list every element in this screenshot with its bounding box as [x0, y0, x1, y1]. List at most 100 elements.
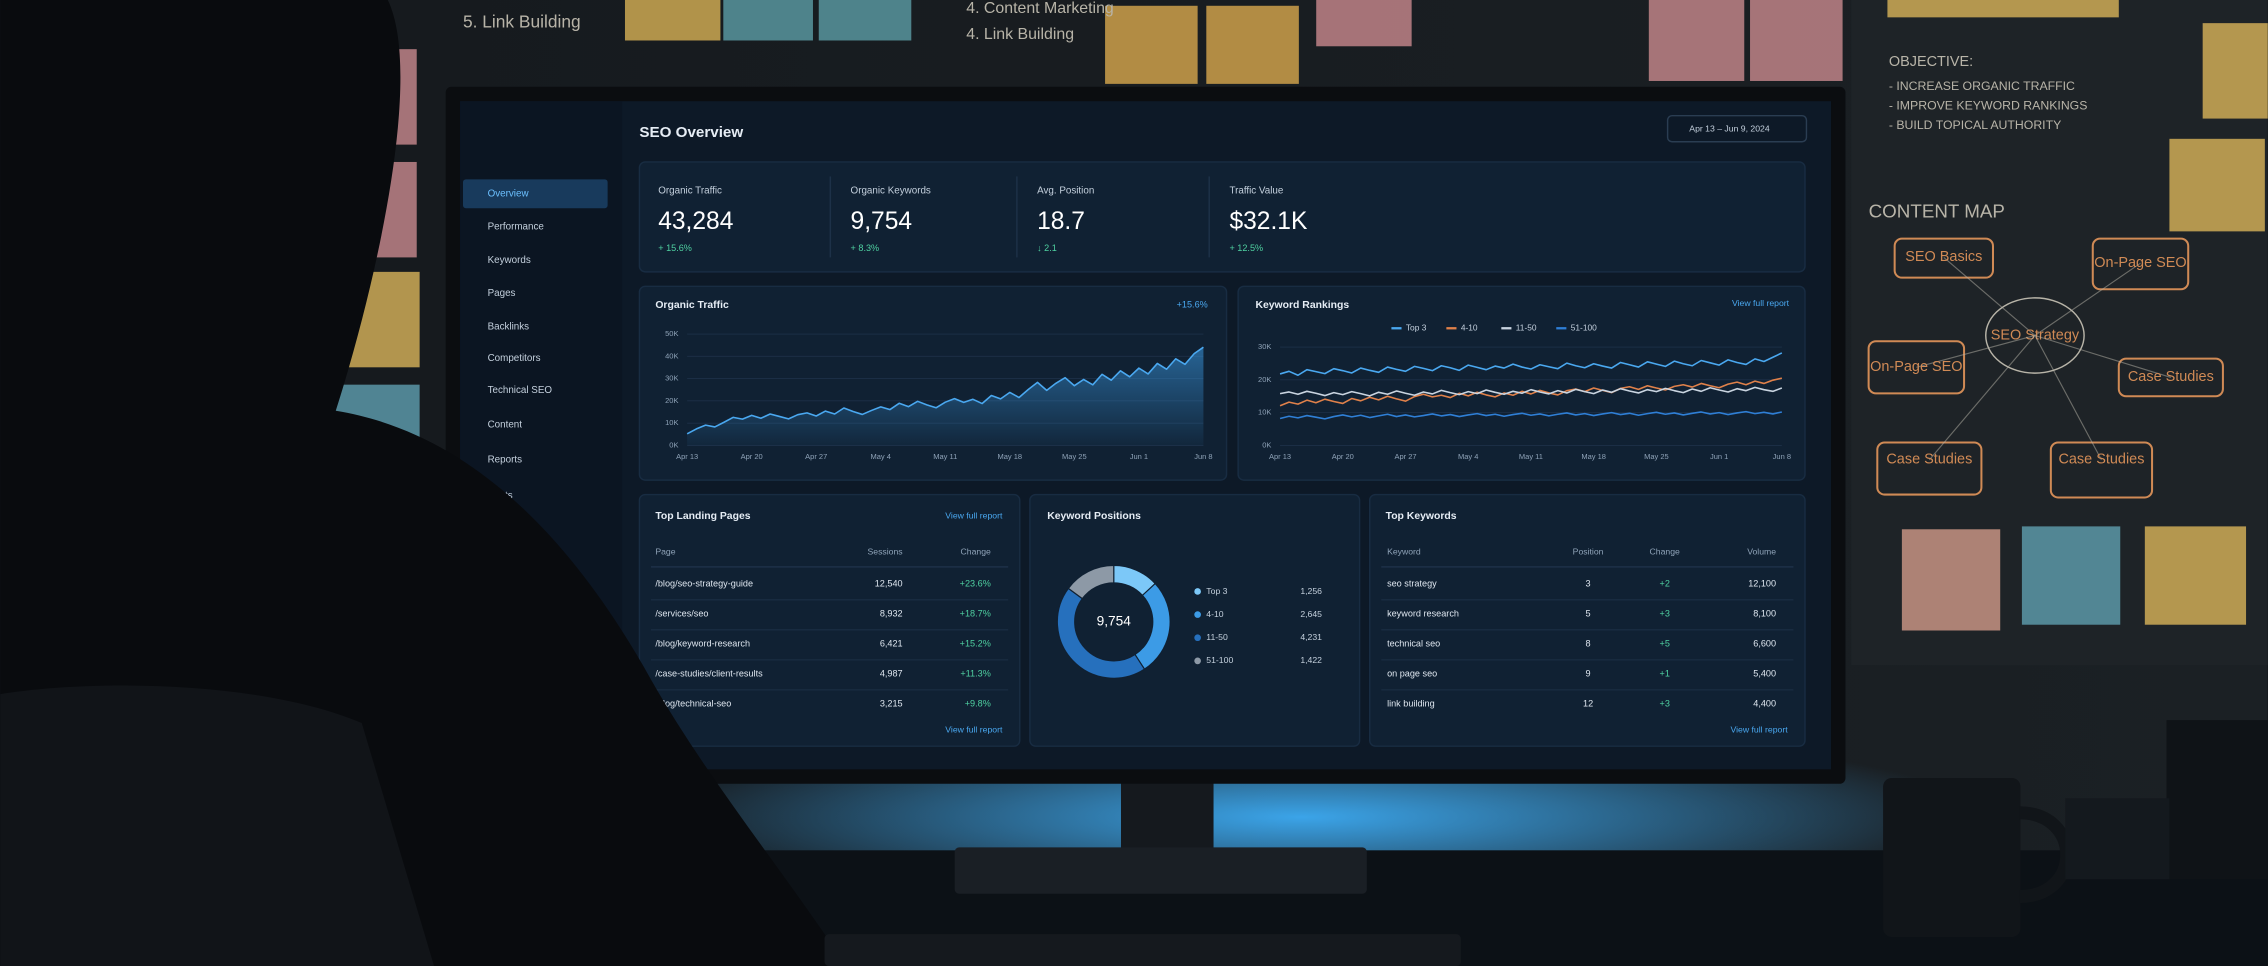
table-cell: +5	[1660, 639, 1670, 649]
table-header: Keyword	[1387, 547, 1421, 557]
map-node-box	[1893, 237, 1995, 279]
map-node-box	[2091, 237, 2190, 291]
y-tick-label: 0K	[669, 440, 678, 449]
mug	[1883, 778, 2021, 938]
map-node: Case Studies	[2128, 369, 2214, 385]
table-cell: 12,540	[875, 579, 903, 589]
sticky-note	[1206, 5, 1299, 84]
objective-item: - INCREASE ORGANIC TRAFFIC	[1889, 79, 2075, 93]
area	[687, 347, 1204, 446]
monitor-stand	[1120, 778, 1214, 857]
sticky-note	[723, 0, 813, 41]
legend-label: 4-10	[1461, 322, 1478, 332]
x-tick-label: May 11	[1519, 452, 1543, 461]
panel	[638, 493, 1021, 747]
table-title: Top Keywords	[1386, 511, 1457, 522]
y-tick-label: 20K	[665, 396, 678, 405]
objective-title: OBJECTIVE:	[1889, 54, 1973, 70]
chart-title: Organic Traffic	[655, 300, 729, 311]
x-tick-label: May 18	[998, 452, 1023, 461]
table-cell: 6,421	[880, 639, 903, 649]
value-label: 4,231	[1300, 632, 1322, 642]
wall-plan: 4. Content Marketing	[966, 0, 1114, 17]
chart-title: Keyword Rankings	[1255, 300, 1349, 311]
table-header: Volume	[1747, 547, 1776, 557]
nav-item: Backlinks	[488, 321, 530, 332]
legend-dot	[1194, 588, 1201, 595]
table-cell: 8,932	[880, 609, 903, 619]
table-cell: +15.2%	[960, 639, 991, 649]
kpi-value: 18.7	[1037, 208, 1085, 235]
x-tick-label: Jun 1	[1710, 452, 1728, 461]
panel	[1368, 493, 1806, 747]
y-tick-label: 50K	[665, 329, 678, 338]
kpi-value: 9,754	[851, 208, 913, 235]
table-cell: /blog/keyword-research	[655, 639, 750, 649]
table-cell: 3,215	[880, 699, 903, 709]
map-node: On-Page SEO	[2094, 255, 2186, 271]
table-cell: 6,600	[1753, 639, 1776, 649]
legend-label: 4-10	[1206, 609, 1224, 619]
table-header: Sessions	[867, 547, 903, 557]
kpi-value: $32.1K	[1229, 208, 1308, 235]
kpi-value: 43,284	[658, 208, 733, 235]
chart-title: Keyword Positions	[1047, 511, 1141, 522]
x-tick-label: Apr 13	[676, 452, 698, 461]
table-cell: +2	[1660, 579, 1670, 589]
kpi-label: Organic Keywords	[851, 185, 931, 196]
legend-label: Top 3	[1206, 586, 1227, 596]
map-link	[2034, 335, 2102, 461]
value-label: 1,256	[1300, 586, 1322, 596]
legend-label: 11-50	[1516, 322, 1537, 332]
nav-item: Technical SEO	[488, 385, 553, 396]
table-cell: on page seo	[1387, 669, 1437, 679]
kpi-label: Avg. Position	[1037, 185, 1094, 196]
wall-note: 5. Link Building	[463, 12, 581, 32]
donut-segment	[1056, 587, 1146, 679]
map-node: Case Studies	[1886, 452, 1972, 468]
table-cell: /blog/technical-seo	[655, 699, 731, 709]
map-node: SEO Basics	[1905, 249, 1982, 265]
x-tick-label: Apr 20	[741, 452, 763, 461]
chart-change: +15.6%	[1177, 300, 1208, 310]
content-map-title: CONTENT MAP	[1869, 201, 2005, 222]
x-tick-label: May 25	[1062, 452, 1087, 461]
pen-holder	[2166, 720, 2268, 880]
x-tick-label: May 4	[871, 452, 891, 461]
table-cell: 12	[1583, 699, 1593, 709]
map-link	[1928, 335, 2036, 461]
kpi-change: + 8.3%	[851, 243, 880, 253]
table-header: Change	[1650, 547, 1681, 557]
line	[686, 346, 1204, 435]
y-tick-label: 20K	[1258, 375, 1271, 384]
table-cell: 4,400	[1753, 699, 1776, 709]
sticky-note	[624, 0, 721, 41]
table-cell: 9	[1586, 669, 1591, 679]
legend-label: 51-100	[1571, 322, 1597, 332]
y-tick-label: 0K	[1262, 440, 1271, 449]
table-cell: 5,400	[1753, 669, 1776, 679]
y-tick-label: 30K	[1258, 342, 1271, 351]
kpi-label: Traffic Value	[1229, 185, 1283, 196]
line	[1279, 352, 1783, 377]
y-tick-label: 10K	[665, 418, 678, 427]
panel	[1029, 493, 1361, 747]
keyboard	[824, 934, 1461, 966]
x-tick-label: May 18	[1581, 452, 1606, 461]
map-node-box	[2049, 441, 2154, 499]
x-tick-label: Apr 27	[1394, 452, 1416, 461]
view-link: View full report	[945, 725, 1003, 735]
x-tick-label: Apr 20	[1332, 452, 1354, 461]
nav-item: Performance	[488, 222, 545, 233]
map-node-circle	[1985, 297, 2085, 374]
sticky-note	[1887, 0, 2119, 18]
panel	[638, 161, 1806, 273]
line	[1279, 377, 1783, 407]
map-link	[1916, 334, 2036, 368]
donut-center: 9,754	[1097, 613, 1132, 628]
objective-item: - BUILD TOPICAL AUTHORITY	[1889, 118, 2061, 132]
table-cell: +11.3%	[960, 669, 990, 679]
sticky-note	[1105, 5, 1198, 84]
sticky-note	[1316, 0, 1412, 47]
kpi-change: + 12.5%	[1229, 243, 1263, 253]
